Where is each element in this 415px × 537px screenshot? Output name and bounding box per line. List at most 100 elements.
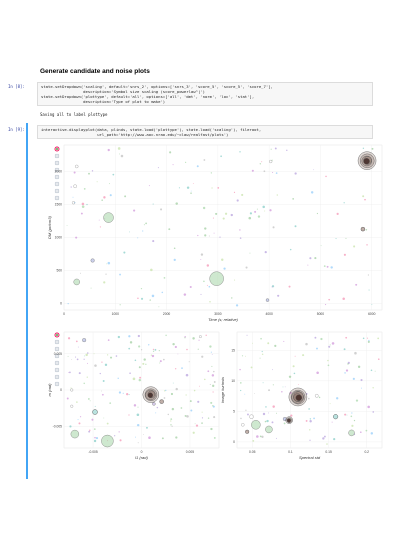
- candidate-cluster: [147, 390, 156, 399]
- noise-point: [165, 334, 167, 337]
- noise-point: [261, 161, 263, 163]
- noise-point: [328, 345, 331, 348]
- noise-point: [213, 437, 216, 439]
- noise-point: [190, 190, 192, 192]
- noise-point: [91, 170, 94, 172]
- noise-point: [136, 423, 140, 427]
- candidate-cluster: [285, 416, 293, 424]
- noise-point: [320, 337, 323, 341]
- noise-point: [110, 356, 113, 359]
- noise-point: [205, 334, 207, 336]
- noise-point: [122, 392, 124, 394]
- noise-point: [261, 350, 263, 353]
- noise-point: [117, 335, 121, 339]
- noise-point: [204, 227, 207, 230]
- noise-point: [107, 261, 111, 265]
- noise-point: [364, 198, 366, 201]
- noise-point: [201, 355, 204, 358]
- noise-point: [344, 372, 346, 374]
- noise-point: [79, 416, 82, 418]
- noise-point: [138, 378, 142, 382]
- noise-point: [212, 217, 214, 219]
- noise-point: [128, 347, 131, 350]
- noise-point: [138, 345, 141, 348]
- noise-point: [81, 202, 85, 206]
- candidate-cluster: [288, 387, 308, 407]
- noise-point: [239, 237, 242, 239]
- noise-point: [329, 344, 331, 346]
- noise-point: [137, 237, 139, 239]
- candidate-point: [282, 417, 287, 422]
- noise-point: [288, 418, 291, 420]
- noise-point: [267, 342, 270, 345]
- noise-point: [283, 340, 285, 342]
- noise-point: [282, 386, 284, 388]
- noise-point: [107, 148, 110, 152]
- cell1-code[interactable]: state.setDropdown('scaling', default='sn…: [37, 82, 373, 106]
- noise-point: [377, 358, 380, 360]
- y-tick-label: 0: [60, 301, 62, 305]
- noise-point: [264, 251, 267, 254]
- noise-point: [236, 199, 239, 202]
- noise-point: [357, 365, 361, 369]
- code-line: url_path='http://www.aoc.nrao.edu/~claw/…: [41, 132, 229, 137]
- x-tick-label: 2000: [163, 312, 171, 316]
- noise-point: [129, 231, 130, 233]
- noise-point: [323, 265, 326, 268]
- x-tick-label: 0.15: [325, 450, 332, 454]
- noise-point: [290, 414, 293, 417]
- noise-point: [274, 147, 277, 150]
- noise-point: [268, 389, 271, 392]
- noise-point: [367, 340, 370, 343]
- noise-point: [126, 393, 129, 396]
- noise-point: [90, 287, 92, 289]
- cell2-code[interactable]: interactive.displayplot(data, plinds, st…: [37, 125, 373, 139]
- x-tick-label: 6000: [368, 312, 376, 316]
- candidate-point: [73, 278, 80, 286]
- noise-point: [200, 253, 204, 256]
- noise-point: [272, 405, 275, 408]
- noise-point: [165, 389, 167, 391]
- noise-point: [194, 423, 196, 425]
- noise-point: [297, 384, 299, 386]
- candidate-ring: [241, 423, 245, 427]
- noise-point: [76, 401, 78, 403]
- noise-point: [343, 202, 345, 204]
- noise-point: [112, 173, 115, 176]
- noise-point: [168, 228, 171, 231]
- candidate-cluster: [142, 386, 160, 403]
- x-axis-label: Time (s; relative): [208, 317, 238, 322]
- noise-point: [70, 186, 72, 188]
- x-tick-label: 1000: [112, 312, 120, 316]
- noise-point: [371, 147, 374, 150]
- noise-point: [197, 400, 200, 403]
- noise-point: [117, 147, 121, 150]
- plot-frame: [63, 144, 383, 311]
- noise-point: [305, 419, 308, 422]
- noise-point: [152, 240, 155, 243]
- noise-point: [172, 164, 174, 166]
- noise-point: [74, 202, 76, 204]
- noise-point: [185, 373, 189, 377]
- noise-point: [94, 405, 96, 407]
- noise-point: [128, 394, 130, 396]
- noise-point: [274, 344, 277, 348]
- noise-point: [170, 418, 173, 420]
- noise-point: [163, 358, 165, 361]
- noise-point: [207, 370, 210, 373]
- noise-point: [345, 369, 349, 372]
- candidate-ring: [70, 404, 74, 408]
- candidate-cluster: [144, 388, 158, 401]
- noise-point: [109, 402, 112, 404]
- cell2-prompt: In [9]:: [8, 127, 25, 132]
- candidate-point: [265, 298, 270, 302]
- noise-point: [221, 258, 224, 261]
- hover-icon: [54, 181, 60, 187]
- noise-point: [244, 355, 246, 357]
- noise-point: [119, 153, 121, 155]
- y-tick-label: 0: [60, 388, 62, 392]
- noise-point: [77, 346, 79, 348]
- noise-point: [118, 391, 122, 394]
- y-tick-label: 2000: [55, 169, 63, 173]
- noise-point: [180, 407, 183, 409]
